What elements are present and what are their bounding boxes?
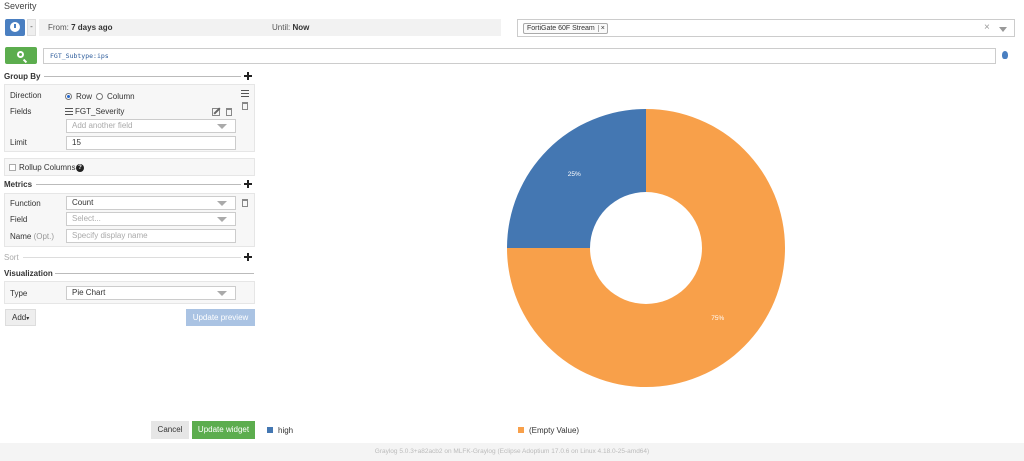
help-icon[interactable]: ? (76, 164, 84, 172)
clock-icon (10, 22, 20, 32)
cancel-button[interactable]: Cancel (151, 421, 189, 439)
section-divider (55, 273, 254, 274)
visualization-panel: Type Pie Chart (4, 281, 255, 304)
chevron-down-icon (217, 291, 227, 296)
rollup-checkbox[interactable] (9, 164, 16, 171)
field-label: Field (10, 215, 28, 224)
legend-label-high: high (278, 426, 294, 435)
trash-icon[interactable] (242, 102, 248, 110)
update-preview-button[interactable]: Update preview (186, 309, 255, 326)
pie-slice-label-0: 25% (568, 171, 581, 178)
caret-down-icon: ▾ (26, 316, 30, 322)
visualization-title: Visualization (4, 269, 53, 278)
metrics-title: Metrics (4, 180, 33, 189)
pie-slice-label-1: 75% (711, 315, 724, 322)
rollup-label: Rollup Columns (19, 163, 76, 172)
search-query-input[interactable]: FGT_Subtype:ips (43, 48, 996, 64)
trash-icon[interactable] (242, 199, 248, 207)
visualization-type-value: Pie Chart (72, 288, 106, 297)
add-field-select[interactable]: Add another field (66, 119, 236, 133)
trash-icon[interactable] (226, 108, 232, 116)
function-value: Count (72, 198, 94, 207)
name-label: Name (Opt.) (10, 232, 54, 241)
sort-title: Sort (4, 253, 19, 262)
visualization-type-select[interactable]: Pie Chart (66, 286, 236, 300)
rollup-panel: Rollup Columns ? (4, 158, 255, 176)
limit-label: Limit (10, 138, 27, 147)
add-grouping-button[interactable] (244, 72, 252, 80)
menu-lines-icon[interactable] (241, 90, 249, 97)
function-label: Function (10, 199, 41, 208)
field-name: FGT_Severity (75, 107, 125, 116)
from-value: 7 days ago (71, 23, 113, 32)
chevron-down-icon (217, 124, 227, 129)
pie-slice-0[interactable] (507, 109, 646, 248)
add-field-placeholder: Add another field (72, 121, 133, 130)
time-range-dropdown[interactable]: - (27, 19, 36, 36)
direction-column-label: Column (107, 92, 135, 101)
limit-input[interactable]: 15 (66, 136, 236, 150)
legend-swatch-high (267, 427, 273, 433)
section-divider (23, 257, 241, 258)
name-label-text: Name (10, 232, 32, 241)
metric-field-select[interactable]: Select... (66, 212, 236, 226)
from-label: From: (48, 23, 69, 32)
legend-swatch-empty (518, 427, 524, 433)
footer-version: Graylog 5.0.3+a82acb2 on MLFK-Graylog (E… (0, 443, 1024, 461)
remove-stream-button[interactable]: × (597, 25, 605, 32)
lightbulb-icon[interactable] (1002, 51, 1008, 59)
direction-column-radio[interactable] (96, 93, 103, 100)
clear-streams-button[interactable]: × (984, 22, 990, 33)
time-range-button[interactable] (5, 19, 25, 36)
stream-select[interactable]: FortiGate 60F Stream × × (517, 19, 1015, 37)
add-button-label: Add (12, 313, 27, 322)
chevron-down-icon (217, 201, 227, 206)
section-divider (44, 76, 241, 77)
stream-tag-label: FortiGate 60F Stream (527, 25, 595, 32)
add-sort-button[interactable] (244, 253, 252, 261)
group-by-panel: Direction Row Column Fields FGT_Severity… (4, 84, 255, 152)
function-select[interactable]: Count (66, 196, 236, 210)
pie-slice-1[interactable] (507, 109, 785, 387)
search-icon (17, 51, 24, 58)
metrics-panel: Function Count Field Select... Name (Opt… (4, 193, 255, 247)
chevron-down-icon[interactable] (999, 27, 1007, 32)
until-value: Now (292, 23, 310, 32)
until-range: Until: Now (272, 23, 309, 32)
direction-label: Direction (10, 91, 42, 100)
search-button[interactable] (5, 47, 37, 64)
page-title: Severity (4, 1, 37, 11)
metric-name-input[interactable]: Specify display name (66, 229, 236, 243)
group-by-title: Group By (4, 72, 41, 81)
until-label: Until: (272, 23, 291, 32)
type-label: Type (10, 289, 28, 298)
fields-label: Fields (10, 107, 32, 116)
section-divider (36, 184, 241, 185)
drag-handle-icon[interactable] (65, 108, 73, 115)
direction-row-label: Row (76, 92, 93, 101)
edit-icon[interactable] (212, 108, 220, 116)
add-metric-button[interactable] (244, 180, 252, 188)
stream-tag: FortiGate 60F Stream × (523, 23, 608, 34)
metric-field-placeholder: Select... (72, 214, 101, 223)
chevron-down-icon (217, 217, 227, 222)
time-range-display[interactable]: From: 7 days ago Until: Now (39, 19, 501, 36)
legend-label-empty: (Empty Value) (529, 426, 580, 435)
name-optional-label: (Opt.) (33, 232, 55, 241)
update-widget-button[interactable]: Update widget (192, 421, 255, 439)
from-range: From: 7 days ago (48, 23, 112, 32)
add-button[interactable]: Add▾ (5, 309, 36, 326)
direction-row-radio[interactable] (65, 93, 72, 100)
